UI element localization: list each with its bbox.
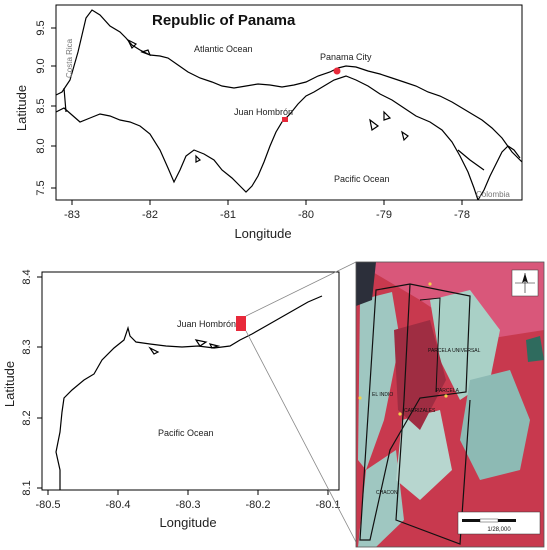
bottom-map: Juan Hombrón Pacific Ocean -80.5 -80.4 -… [2,261,357,543]
bottom-juan-hombron-label: Juan Hombrón [177,319,236,329]
inset-parcel-outline [419,297,441,393]
top-x-axis: -83 -82 -81 -80 -79 -78 Longitude [64,200,470,241]
inset-point-marker [358,396,362,400]
bottom-y-axis-title: Latitude [2,361,17,407]
bottom-y-tick: 8.2 [21,410,33,425]
inset-point-marker [398,412,402,416]
bottom-x-tick: -80.4 [105,499,130,511]
top-y-axis: 7.5 8.0 8.5 9.0 9.5 Latitude [14,20,56,196]
top-atlantic-label: Atlantic Ocean [194,44,253,54]
inset-scale-box [457,511,541,535]
top-juan-hombron-marker [282,117,288,122]
top-x-tick: -80 [298,209,314,221]
inset-point-marker [428,282,432,286]
top-x-axis-title: Longitude [234,226,291,241]
inset-field-label: PARCELA [436,388,460,394]
bottom-river-mouths [148,339,221,355]
inset-bare-field [460,370,530,480]
inset-frame [355,261,545,548]
top-x-tick: -82 [142,209,158,221]
top-x-tick: -83 [64,209,80,221]
inset-connector-bottom [245,330,357,543]
top-pacific-label: Pacific Ocean [334,174,390,184]
inset-bare-field [396,410,452,500]
inset-bare-field [358,292,400,470]
top-y-tick: 8.5 [35,98,47,113]
top-colombia-label: Colombia [476,190,510,199]
inset-dark-area [356,262,376,306]
top-colombia-border [457,149,485,171]
inset-parcel-outline [359,283,471,541]
inset-bare-field [358,450,404,547]
top-juan-hombron-label: Juan Hombrón [234,107,293,117]
bottom-x-axis-title: Longitude [159,515,216,530]
top-pacific-coastline [55,75,479,201]
bottom-map-frame [41,271,340,491]
bottom-x-axis: -80.5 -80.4 -80.3 -80.2 -80.1 Longitude [35,490,341,530]
top-costa-rica-label: Costa Rica [65,38,74,78]
top-y-tick: 9.0 [35,58,47,73]
bottom-y-tick: 8.1 [21,480,33,495]
top-x-tick: -79 [376,209,392,221]
bottom-y-tick: 8.4 [21,269,33,284]
inset-parcel-outline [395,283,471,545]
top-map: Republic of Panama Atlantic Ocean Pacifi… [14,4,523,241]
top-map-frame [55,4,523,201]
inset-connector-top [245,261,357,317]
inset-water [526,336,544,362]
inset-field-label: EL INDIO [372,392,393,398]
top-colombia-coastline [477,145,521,201]
top-x-tick: -81 [220,209,236,221]
top-panama-city-marker [333,67,341,75]
top-islands [126,38,409,163]
bottom-x-tick: -80.5 [35,499,60,511]
bottom-x-tick: -80.2 [245,499,270,511]
top-y-tick: 9.5 [35,20,47,35]
bottom-y-tick: 8.3 [21,339,33,354]
top-y-tick: 8.0 [35,138,47,153]
inset-point-marker [444,394,448,398]
top-costa-rica-border [63,87,67,113]
bottom-juan-hombron-marker [236,316,246,331]
bottom-y-axis: 8.1 8.2 8.3 8.4 Latitude [2,269,42,496]
top-panama-city-label: Panama City [320,52,372,62]
inset-scale-text: 1/28,000 [487,527,511,533]
top-caribbean-coastline [55,9,523,163]
top-x-tick: -78 [454,209,470,221]
bottom-pacific-label: Pacific Ocean [158,428,214,438]
inset-field-label: CHACON [376,490,398,496]
bottom-coastline [55,295,323,490]
top-map-title: Republic of Panama [152,12,296,29]
bottom-x-tick: -80.3 [175,499,200,511]
top-y-tick: 7.5 [35,180,47,195]
top-y-axis-title: Latitude [14,85,29,131]
inset-bare-field [430,290,500,400]
satellite-inset: PARCELA UNIVERSAL EL INDIO CARRIZALES PA… [355,261,545,548]
inset-field-label: PARCELA UNIVERSAL [428,348,481,354]
inset-field-label: CARRIZALES [404,408,436,414]
bottom-x-tick: -80.1 [315,499,340,511]
